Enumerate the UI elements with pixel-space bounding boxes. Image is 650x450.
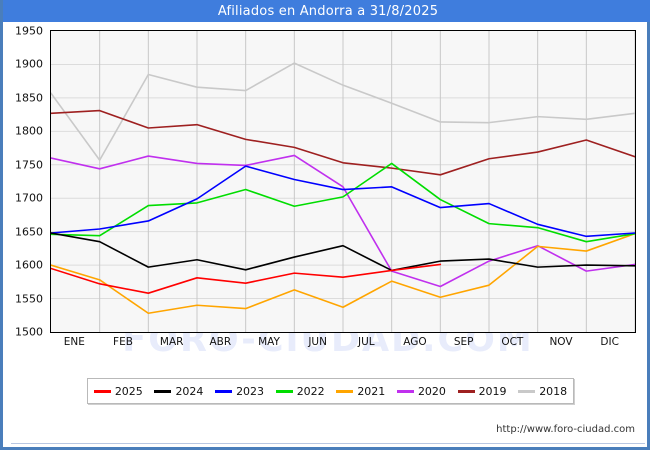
y-axis-labels: 1500 1550 1600 1650 1700 1750 1800 1850 1900 1950 [3,25,46,339]
legend-item-2024[interactable]: 2024 [154,385,203,398]
x-tick-label-ago: AGO [403,336,427,348]
x-tick-label-jun: JUN [308,336,327,348]
chart-legend: 2025 2024 2023 2022 2021 2020 2019 2018 [87,378,574,404]
y-tick-label: 1800 [15,124,43,138]
legend-swatch-2024 [154,389,172,393]
legend-label-2020: 2020 [417,384,446,398]
legend-swatch-2020 [396,389,414,393]
window-title-bar: Afiliados en Andorra a 31/8/2025 [3,0,650,22]
series-line-2019 [51,109,635,176]
legend-item-2020[interactable]: 2020 [396,384,446,398]
legend-swatch-2023 [215,389,233,393]
legend-label-2018: 2018 [539,384,568,398]
y-tick-label: 1700 [15,191,43,205]
legend-swatch-2019 [457,389,475,393]
series-line-2022 [51,162,635,243]
legend-item-2025[interactable]: 2025 [93,384,143,398]
plot-area [50,30,636,333]
legend-swatch-2022 [275,389,293,393]
legend-item-2023[interactable]: 2023 [215,385,264,398]
legend-label-2024: 2024 [175,384,204,398]
y-tick-label: 1650 [15,225,43,239]
y-tick-label: 1750 [15,158,43,172]
series-line-2023 [51,165,635,238]
x-tick-label-oct: OCT [501,336,524,348]
series-line-2024 [51,232,635,272]
legend-label-2019: 2019 [478,384,507,398]
legend-item-2022[interactable]: 2022 [275,384,325,398]
x-tick-label-abr: ABR [209,336,232,348]
footer-url: http://www.foro-ciudad.com [496,424,635,435]
series-line-2018 [51,62,635,161]
x-tick-label-feb: FEB [113,336,133,348]
y-tick-label: 1900 [15,57,43,71]
y-tick-label: 1500 [15,325,43,339]
legend-item-2019[interactable]: 2019 [457,384,507,398]
x-tick-label-nov: NOV [549,336,573,348]
page-title: Afiliados en Andorra a 31/8/2025 [217,3,439,19]
series-line-2021 [51,232,635,315]
x-tick-label-ene: ENE [63,336,85,348]
y-tick-label: 1550 [15,292,43,306]
x-tick-label-jul: JUL [358,336,375,348]
legend-label-2025: 2025 [114,384,143,398]
legend-swatch-2018 [518,389,536,393]
y-tick-label: 1600 [15,258,43,272]
legend-item-2021[interactable]: 2021 [336,385,385,398]
legend-label-2022: 2022 [296,384,325,398]
x-tick-label-sep: SEP [453,336,474,348]
series-line-2025 [51,263,442,295]
legend-label-2023: 2023 [236,384,265,398]
legend-label-2021: 2021 [357,384,386,398]
legend-swatch-2025 [93,389,111,393]
y-tick-label: 1850 [15,91,43,105]
x-tick-label-dic: DIC [600,336,619,348]
legend-swatch-2021 [336,389,354,393]
x-tick-label-may: MAY [258,336,280,348]
footer-divider [11,443,645,444]
x-tick-label-mar: MAR [159,336,184,348]
x-axis-labels: ENE FEB MAR ABR MAY JUN JUL AGO SEP OCT NOV DIC [50,336,636,354]
legend-item-2018[interactable]: 2018 [518,385,567,398]
y-tick-label: 1950 [15,24,43,38]
line-chart-svg [51,31,635,332]
